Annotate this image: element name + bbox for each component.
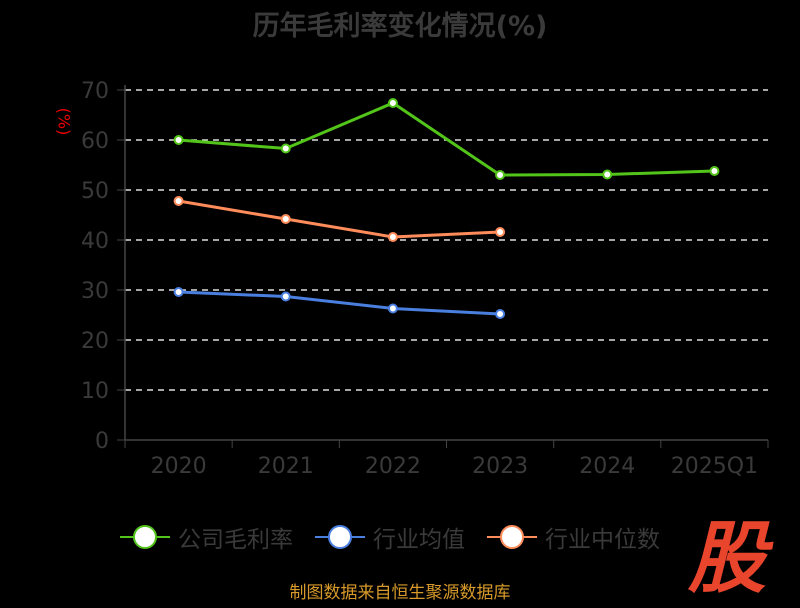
y-tick-label: 0 bbox=[95, 429, 109, 454]
legend-label: 行业中位数 bbox=[545, 527, 660, 553]
legend-symbol bbox=[120, 525, 170, 549]
source-note: 制图数据来自恒生聚源数据库 bbox=[289, 583, 511, 603]
x-tick-label: 2020 bbox=[151, 454, 207, 479]
legend-item-company[interactable]: 公司毛利率 bbox=[120, 520, 293, 554]
series-line bbox=[178, 101, 715, 177]
y-tick-label: 10 bbox=[81, 379, 109, 404]
data-point bbox=[173, 196, 184, 206]
x-tick-label: 2024 bbox=[579, 454, 635, 479]
data-point bbox=[495, 309, 506, 319]
data-point bbox=[387, 232, 398, 242]
x-tick-label: 2025Q1 bbox=[671, 454, 758, 479]
legend-symbol bbox=[315, 525, 365, 549]
y-tick-label: 20 bbox=[81, 329, 109, 354]
legend-item-industry-median[interactable]: 行业中位数 bbox=[487, 520, 660, 554]
data-point bbox=[280, 214, 291, 224]
data-point bbox=[280, 291, 291, 302]
x-tick-label: 2021 bbox=[258, 454, 314, 479]
chart-title: 历年毛利率变化情况(%) bbox=[252, 11, 548, 42]
data-point bbox=[387, 98, 398, 108]
y-tick-label: 30 bbox=[81, 279, 109, 304]
data-point bbox=[387, 303, 398, 314]
legend-label: 行业均值 bbox=[373, 527, 465, 553]
legend-symbol bbox=[487, 525, 537, 549]
data-point bbox=[709, 166, 720, 176]
data-point bbox=[173, 135, 184, 145]
y-tick-label: 70 bbox=[81, 79, 109, 104]
y-tick-label: 60 bbox=[81, 129, 109, 154]
data-point bbox=[495, 170, 506, 180]
data-point bbox=[495, 227, 506, 237]
series-line bbox=[178, 290, 501, 316]
legend-label: 公司毛利率 bbox=[178, 527, 293, 553]
series-line bbox=[178, 199, 501, 239]
data-point bbox=[602, 169, 613, 180]
x-tick-label: 2022 bbox=[365, 454, 421, 479]
data-point bbox=[280, 143, 291, 154]
y-tick-label: 50 bbox=[81, 179, 109, 204]
watermark-logo: 股 bbox=[688, 514, 767, 604]
legend: 公司毛利率 行业均值 行业中位数 bbox=[120, 520, 660, 554]
y-tick-label: 40 bbox=[81, 229, 109, 254]
x-tick-label: 2023 bbox=[472, 454, 528, 479]
data-point bbox=[173, 287, 184, 297]
legend-item-industry-mean[interactable]: 行业均值 bbox=[315, 520, 465, 554]
